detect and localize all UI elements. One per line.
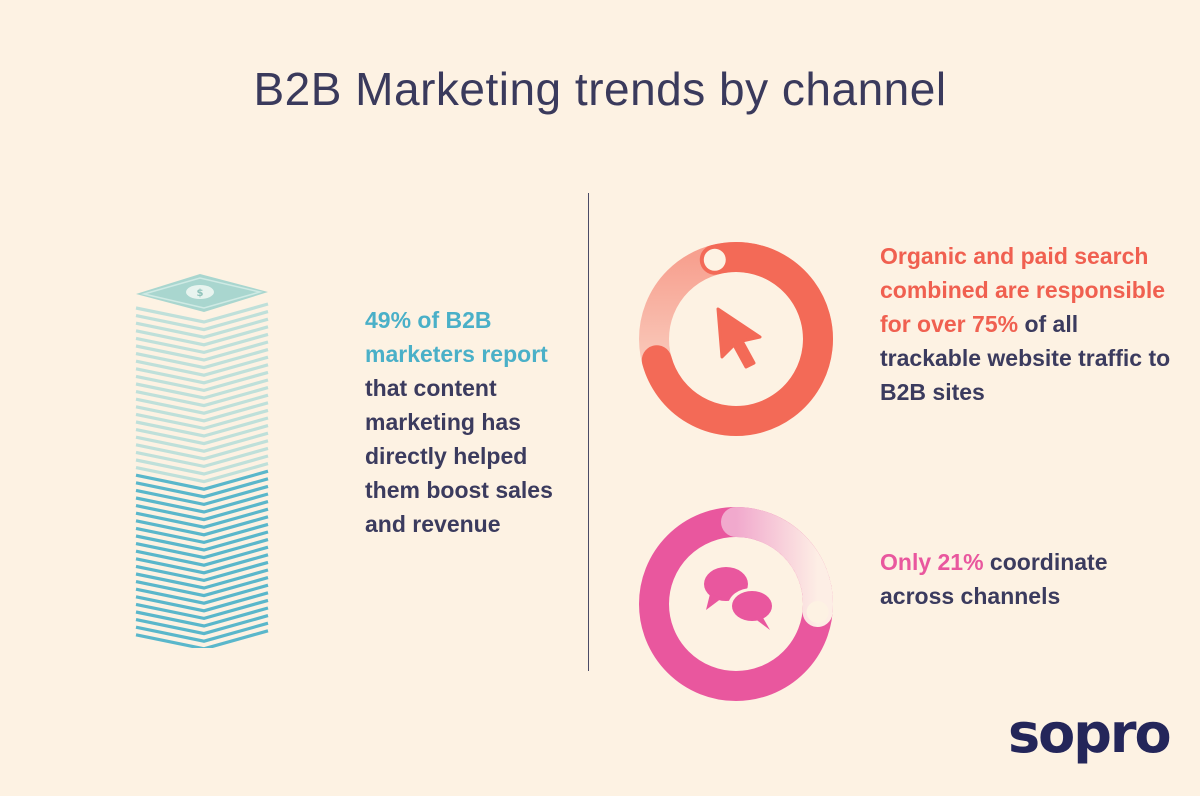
stack-line — [135, 530, 269, 552]
channel-coordination-ring — [639, 507, 833, 701]
stack-line — [135, 545, 269, 567]
stack-line — [135, 621, 269, 643]
content-marketing-stat-text: that content marketing has directly help… — [365, 375, 553, 537]
stack-line — [135, 439, 269, 461]
stack-line — [135, 560, 269, 583]
stack-line — [135, 401, 269, 423]
stack-line — [135, 340, 269, 362]
svg-text:$: $ — [197, 288, 204, 299]
stack-line — [135, 583, 269, 605]
stack-line — [135, 538, 269, 560]
stack-line — [135, 310, 269, 332]
stack-line — [135, 598, 269, 621]
center-divider — [588, 193, 589, 671]
stack-line — [135, 446, 269, 469]
stack-line — [135, 332, 269, 355]
stack-line — [135, 302, 269, 324]
money-stack-icon: $ — [135, 274, 269, 648]
channel-coordination-stat: Only 21% coordinate across channels — [880, 545, 1180, 613]
page-title: B2B Marketing trends by channel — [253, 63, 947, 115]
stack-line — [135, 363, 269, 385]
stack-line — [135, 553, 269, 575]
stack-line — [135, 492, 269, 514]
search-traffic-stat: Organic and paid search combined are res… — [880, 239, 1180, 409]
search-traffic-stat-highlight: Organic and paid search combined are res… — [880, 243, 1166, 337]
stack-line — [135, 348, 269, 370]
stack-line — [135, 416, 269, 438]
search-traffic-ring — [639, 242, 833, 436]
stack-line — [135, 454, 269, 476]
stack-line — [135, 614, 269, 636]
stack-line — [135, 355, 269, 377]
chat-bubbles-icon — [704, 567, 776, 630]
cursor-arrow-icon — [716, 307, 762, 369]
stack-line — [135, 484, 269, 507]
stack-line — [135, 378, 269, 400]
stack-line — [135, 507, 269, 529]
stack-line — [135, 606, 269, 628]
stack-line — [135, 629, 269, 648]
stack-line — [135, 325, 269, 347]
content-marketing-stat: 49% of B2B marketers report that content… — [365, 303, 575, 541]
stack-line — [135, 370, 269, 393]
stack-line — [135, 515, 269, 537]
search-traffic-stat-text: of all trackable website traffic to B2B … — [880, 311, 1171, 405]
stack-line — [135, 408, 269, 431]
stack-line — [135, 477, 269, 499]
stack-line — [135, 568, 269, 590]
stack-line — [135, 591, 269, 613]
stack-line — [135, 317, 269, 339]
sopro-logo: sopro — [1008, 702, 1172, 765]
channel-coordination-stat-text: coordinate across channels — [880, 549, 1108, 609]
stack-line — [135, 576, 269, 598]
stack-line — [135, 522, 269, 545]
stack-line — [135, 431, 269, 453]
stack-line — [135, 469, 269, 491]
stack-line — [135, 424, 269, 446]
stack-line — [135, 462, 269, 484]
stack-line — [135, 386, 269, 408]
content-marketing-stat-highlight: 49% of B2B marketers report — [365, 307, 548, 367]
stack-line — [135, 500, 269, 522]
stack-line — [135, 393, 269, 415]
channel-coordination-stat-highlight: Only 21% — [880, 549, 984, 575]
